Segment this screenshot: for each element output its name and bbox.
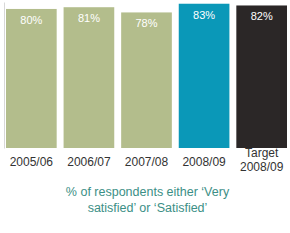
x-tick-label: Target2008/09: [240, 146, 284, 174]
x-tick-label: 2005/06: [10, 155, 54, 169]
x-tick: 2007/08: [125, 155, 169, 169]
bar: [6, 9, 57, 148]
x-tick-label: 2008/09: [182, 155, 226, 169]
bar: [179, 4, 230, 148]
chart: 80% 81% 78% 83% 82% 2005/06 2006/07 2007/08 2008…: [0, 0, 290, 233]
data-label: 81%: [78, 12, 100, 24]
data-label: 83%: [193, 9, 215, 21]
x-axis-title: % of respondents either ‘Verysatisfied’ …: [66, 185, 230, 215]
x-tick: 2005/06: [10, 155, 54, 169]
bar: [236, 5, 287, 148]
x-tick: 2008/09: [182, 155, 226, 169]
x-tick: Target2008/09: [240, 146, 284, 174]
data-labels: 80% 81% 78% 83% 82%: [20, 9, 273, 30]
x-tick-label: 2006/07: [67, 155, 111, 169]
y-axis: [4, 3, 5, 149]
bar: [64, 7, 115, 148]
y-axis-line: [4, 3, 5, 149]
x-axis: 2005/06 2006/07 2007/08 2008/09 Target2008/0…: [10, 146, 284, 174]
data-label: 82%: [251, 10, 273, 22]
bar: [121, 12, 172, 148]
data-label: 78%: [135, 17, 157, 29]
bars: [6, 4, 287, 148]
data-label: 80%: [20, 14, 42, 26]
x-tick: 2006/07: [67, 155, 111, 169]
x-tick-label: 2007/08: [125, 155, 169, 169]
